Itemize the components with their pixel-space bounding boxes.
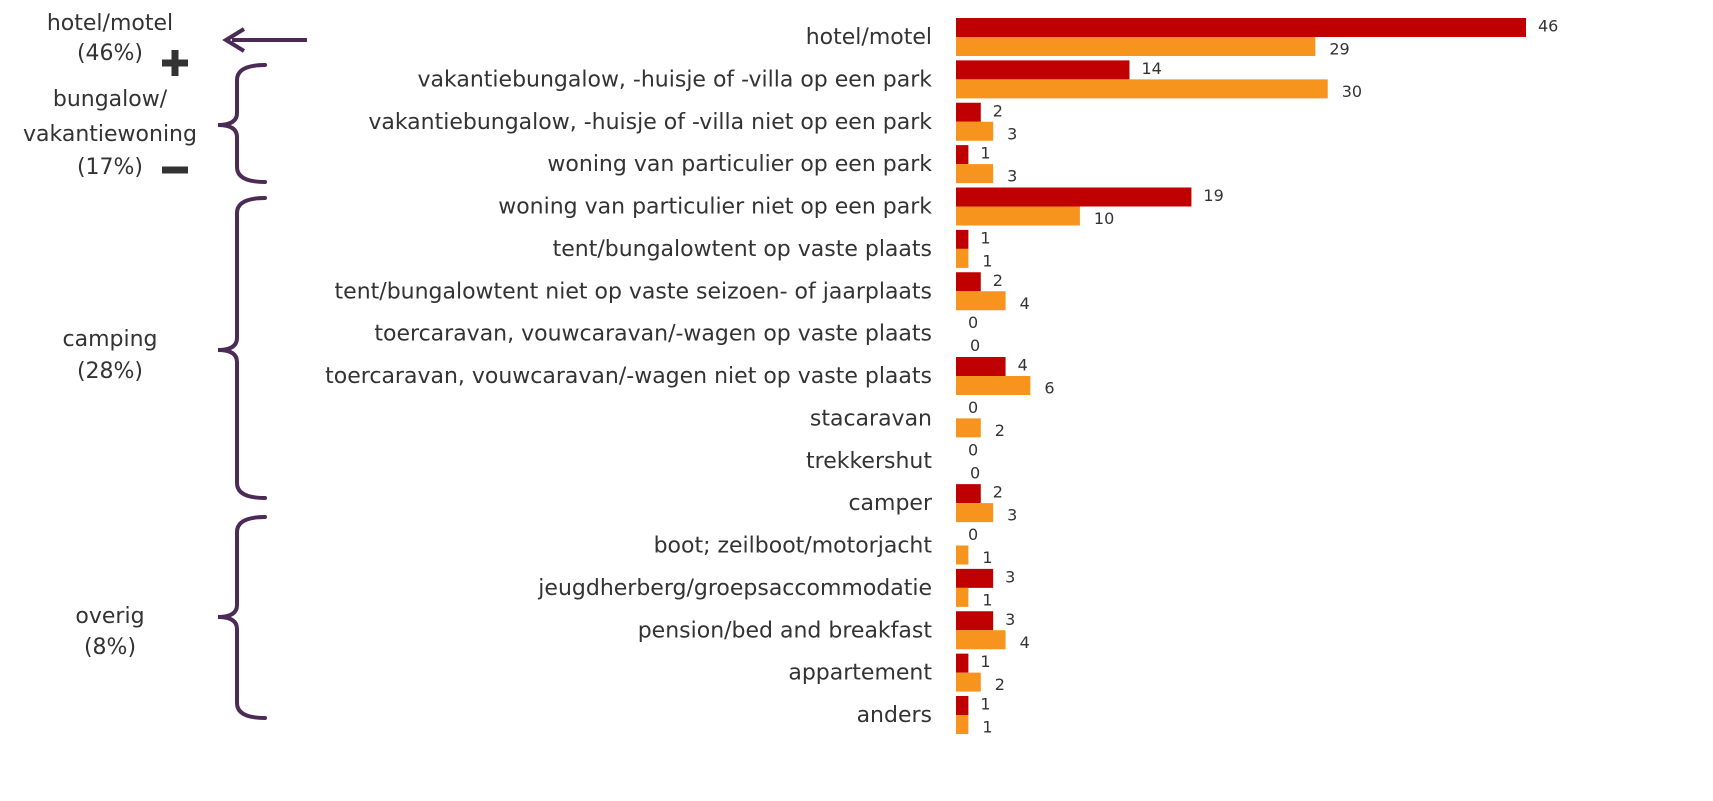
value-label: 1 <box>982 251 992 270</box>
group-label: (17%) <box>77 155 143 180</box>
bar <box>956 102 981 122</box>
value-label: 46 <box>1538 17 1558 36</box>
value-label: 1 <box>982 548 992 567</box>
category-label: tent/bungalowtent op vaste plaats <box>553 237 932 262</box>
group-label: (8%) <box>84 635 136 660</box>
bar <box>956 545 969 565</box>
value-label: 4 <box>1018 356 1028 375</box>
group-label: overig <box>75 604 144 629</box>
group-label: (46%) <box>77 41 143 66</box>
value-label: 2 <box>993 483 1003 502</box>
value-label: 1 <box>982 590 992 609</box>
category-label: vakantiebungalow, -huisje of -villa op e… <box>418 67 933 92</box>
value-label: 30 <box>1342 82 1362 101</box>
bar <box>956 611 994 631</box>
value-label: 3 <box>1007 124 1017 143</box>
category-label: boot; zeilboot/motorjacht <box>654 534 933 559</box>
group-label: bungalow/ <box>53 87 168 112</box>
category-label: camper <box>848 491 933 516</box>
brace <box>217 63 267 184</box>
bar <box>956 291 1006 311</box>
bar <box>956 145 969 165</box>
value-label: 2 <box>993 101 1003 120</box>
bar <box>956 587 969 607</box>
value-label: 19 <box>1203 186 1223 205</box>
value-label: 1 <box>980 144 990 163</box>
bar <box>956 568 994 588</box>
value-label: 0 <box>970 336 980 355</box>
bar <box>956 653 969 673</box>
bar <box>956 206 1080 226</box>
category-label: stacaravan <box>810 406 932 431</box>
value-label: 29 <box>1329 40 1349 59</box>
bar <box>956 164 994 184</box>
bar <box>956 376 1031 395</box>
category-label: toercaravan, vouwcaravan/-wagen op vaste… <box>374 322 932 347</box>
group-label: vakantiewoning <box>23 122 197 147</box>
value-label: 0 <box>968 398 978 417</box>
group-label: camping <box>63 327 158 352</box>
value-label: 3 <box>1007 167 1017 186</box>
bar <box>956 37 1316 56</box>
brace <box>217 196 267 500</box>
category-label: appartement <box>788 661 932 686</box>
category-label: trekkershut <box>806 449 932 474</box>
category-label: jeugdherberg/groepsaccommodatie <box>537 576 932 601</box>
bar <box>956 696 969 715</box>
category-label: woning van particulier niet op een park <box>498 195 932 220</box>
value-label: 3 <box>1005 567 1015 586</box>
bar <box>956 672 981 692</box>
category-label: anders <box>857 703 932 728</box>
bar <box>956 248 969 268</box>
bar <box>956 121 994 141</box>
value-label: 14 <box>1141 59 1161 78</box>
bar <box>956 187 1192 207</box>
bar <box>956 630 1006 650</box>
category-label: woning van particulier op een park <box>547 152 932 177</box>
bar <box>956 60 1130 80</box>
brace <box>217 515 267 720</box>
bar <box>956 418 981 438</box>
category-label: vakantiebungalow, -huisje of -villa niet… <box>368 110 932 135</box>
bar <box>956 272 981 292</box>
bar <box>956 503 994 523</box>
value-label: 4 <box>1020 294 1030 313</box>
value-label: 1 <box>982 718 992 737</box>
value-label: 1 <box>980 228 990 247</box>
value-label: 6 <box>1044 379 1054 398</box>
value-label: 3 <box>1005 610 1015 629</box>
value-label: 10 <box>1094 209 1114 228</box>
value-label: 0 <box>968 313 978 332</box>
group-label: hotel/motel <box>47 11 173 36</box>
bar <box>956 79 1328 99</box>
value-label: 1 <box>980 652 990 671</box>
decorations <box>162 27 307 720</box>
category-label: pension/bed and breakfast <box>638 618 933 643</box>
value-label: 2 <box>995 421 1005 440</box>
bar <box>956 18 1526 37</box>
value-label: 0 <box>968 525 978 544</box>
bar <box>956 229 969 249</box>
value-label: 4 <box>1020 633 1030 652</box>
value-label: 3 <box>1007 506 1017 525</box>
category-label: tent/bungalowtent niet op vaste seizoen-… <box>335 279 932 304</box>
plus-icon <box>162 50 188 76</box>
value-label: 0 <box>970 463 980 482</box>
group-label: (28%) <box>77 359 143 384</box>
value-label: 2 <box>993 271 1003 290</box>
bar <box>956 357 1006 376</box>
bar <box>956 715 969 734</box>
category-label: hotel/motel <box>806 25 932 50</box>
bar <box>956 484 981 504</box>
value-label: 2 <box>995 675 1005 694</box>
value-label: 1 <box>980 695 990 714</box>
arrow-head <box>222 27 246 53</box>
value-label: 0 <box>968 440 978 459</box>
category-label: toercaravan, vouwcaravan/-wagen niet op … <box>325 364 932 389</box>
